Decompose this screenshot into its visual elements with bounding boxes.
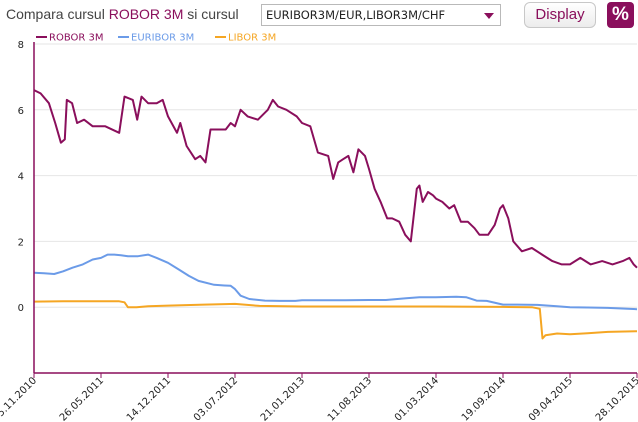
series-line-libor-3m (33, 300, 638, 340)
x-tick-label-3: 03.07.2012 (192, 375, 240, 422)
chart-legend: ROBOR 3M EURIBOR 3M LIBOR 3M (36, 33, 276, 44)
toolbar: Compara cursul ROBOR 3M si cursul EURIBO… (0, 0, 638, 30)
y-tick-label-2: 4 (18, 172, 24, 183)
y-tick-label-4: 8 (18, 40, 24, 51)
display-button[interactable]: Display (524, 2, 596, 28)
legend-label-1: EURIBOR 3M (131, 33, 194, 44)
x-tick-label-8: 09.04.2015 (527, 375, 575, 422)
x-tick-label-2: 14.12.2011 (125, 375, 173, 422)
currency-select[interactable]: EURIBOR3M/EUR,LIBOR3M/CHF (261, 4, 501, 26)
currency-select-value: EURIBOR3M/EUR,LIBOR3M/CHF (266, 8, 446, 22)
y-tick-label-3: 6 (18, 106, 24, 117)
y-tick-label-1: 2 (18, 237, 24, 248)
chart-grid (34, 43, 637, 308)
series-line-robor-3m (33, 89, 638, 269)
chart-axes (33, 42, 637, 374)
x-axis-ticks: 05.11.2010 26.05.2011 14.12.2011 03.07.2012… (0, 373, 638, 422)
y-tick-label-0: 0 (18, 303, 24, 314)
x-tick-label-4: 21.01.2013 (259, 375, 307, 422)
x-tick-label-0: 05.11.2010 (0, 375, 39, 422)
legend-label-0: ROBOR 3M (49, 33, 104, 44)
x-tick-label-7: 19.09.2014 (460, 375, 508, 422)
y-axis-ticks: 0 2 4 6 8 (18, 40, 24, 314)
chart-series (33, 89, 638, 340)
title-suffix: si cursul (183, 6, 239, 22)
legend-label-2: LIBOR 3M (228, 33, 276, 44)
series-line-euribor-3m (33, 253, 638, 311)
x-tick-label-6: 01.03.2014 (393, 375, 441, 422)
title-accent: ROBOR 3M (108, 6, 184, 22)
compare-title: Compara cursul ROBOR 3M si cursul (6, 6, 239, 22)
title-prefix: Compara cursul (6, 6, 109, 22)
x-tick-label-9: 28.10.2015 (594, 375, 638, 422)
x-tick-label-1: 26.05.2011 (58, 375, 106, 422)
x-tick-label-5: 11.08.2013 (326, 375, 374, 422)
chevron-down-icon[interactable] (484, 13, 494, 19)
percent-button[interactable]: % (607, 2, 634, 28)
